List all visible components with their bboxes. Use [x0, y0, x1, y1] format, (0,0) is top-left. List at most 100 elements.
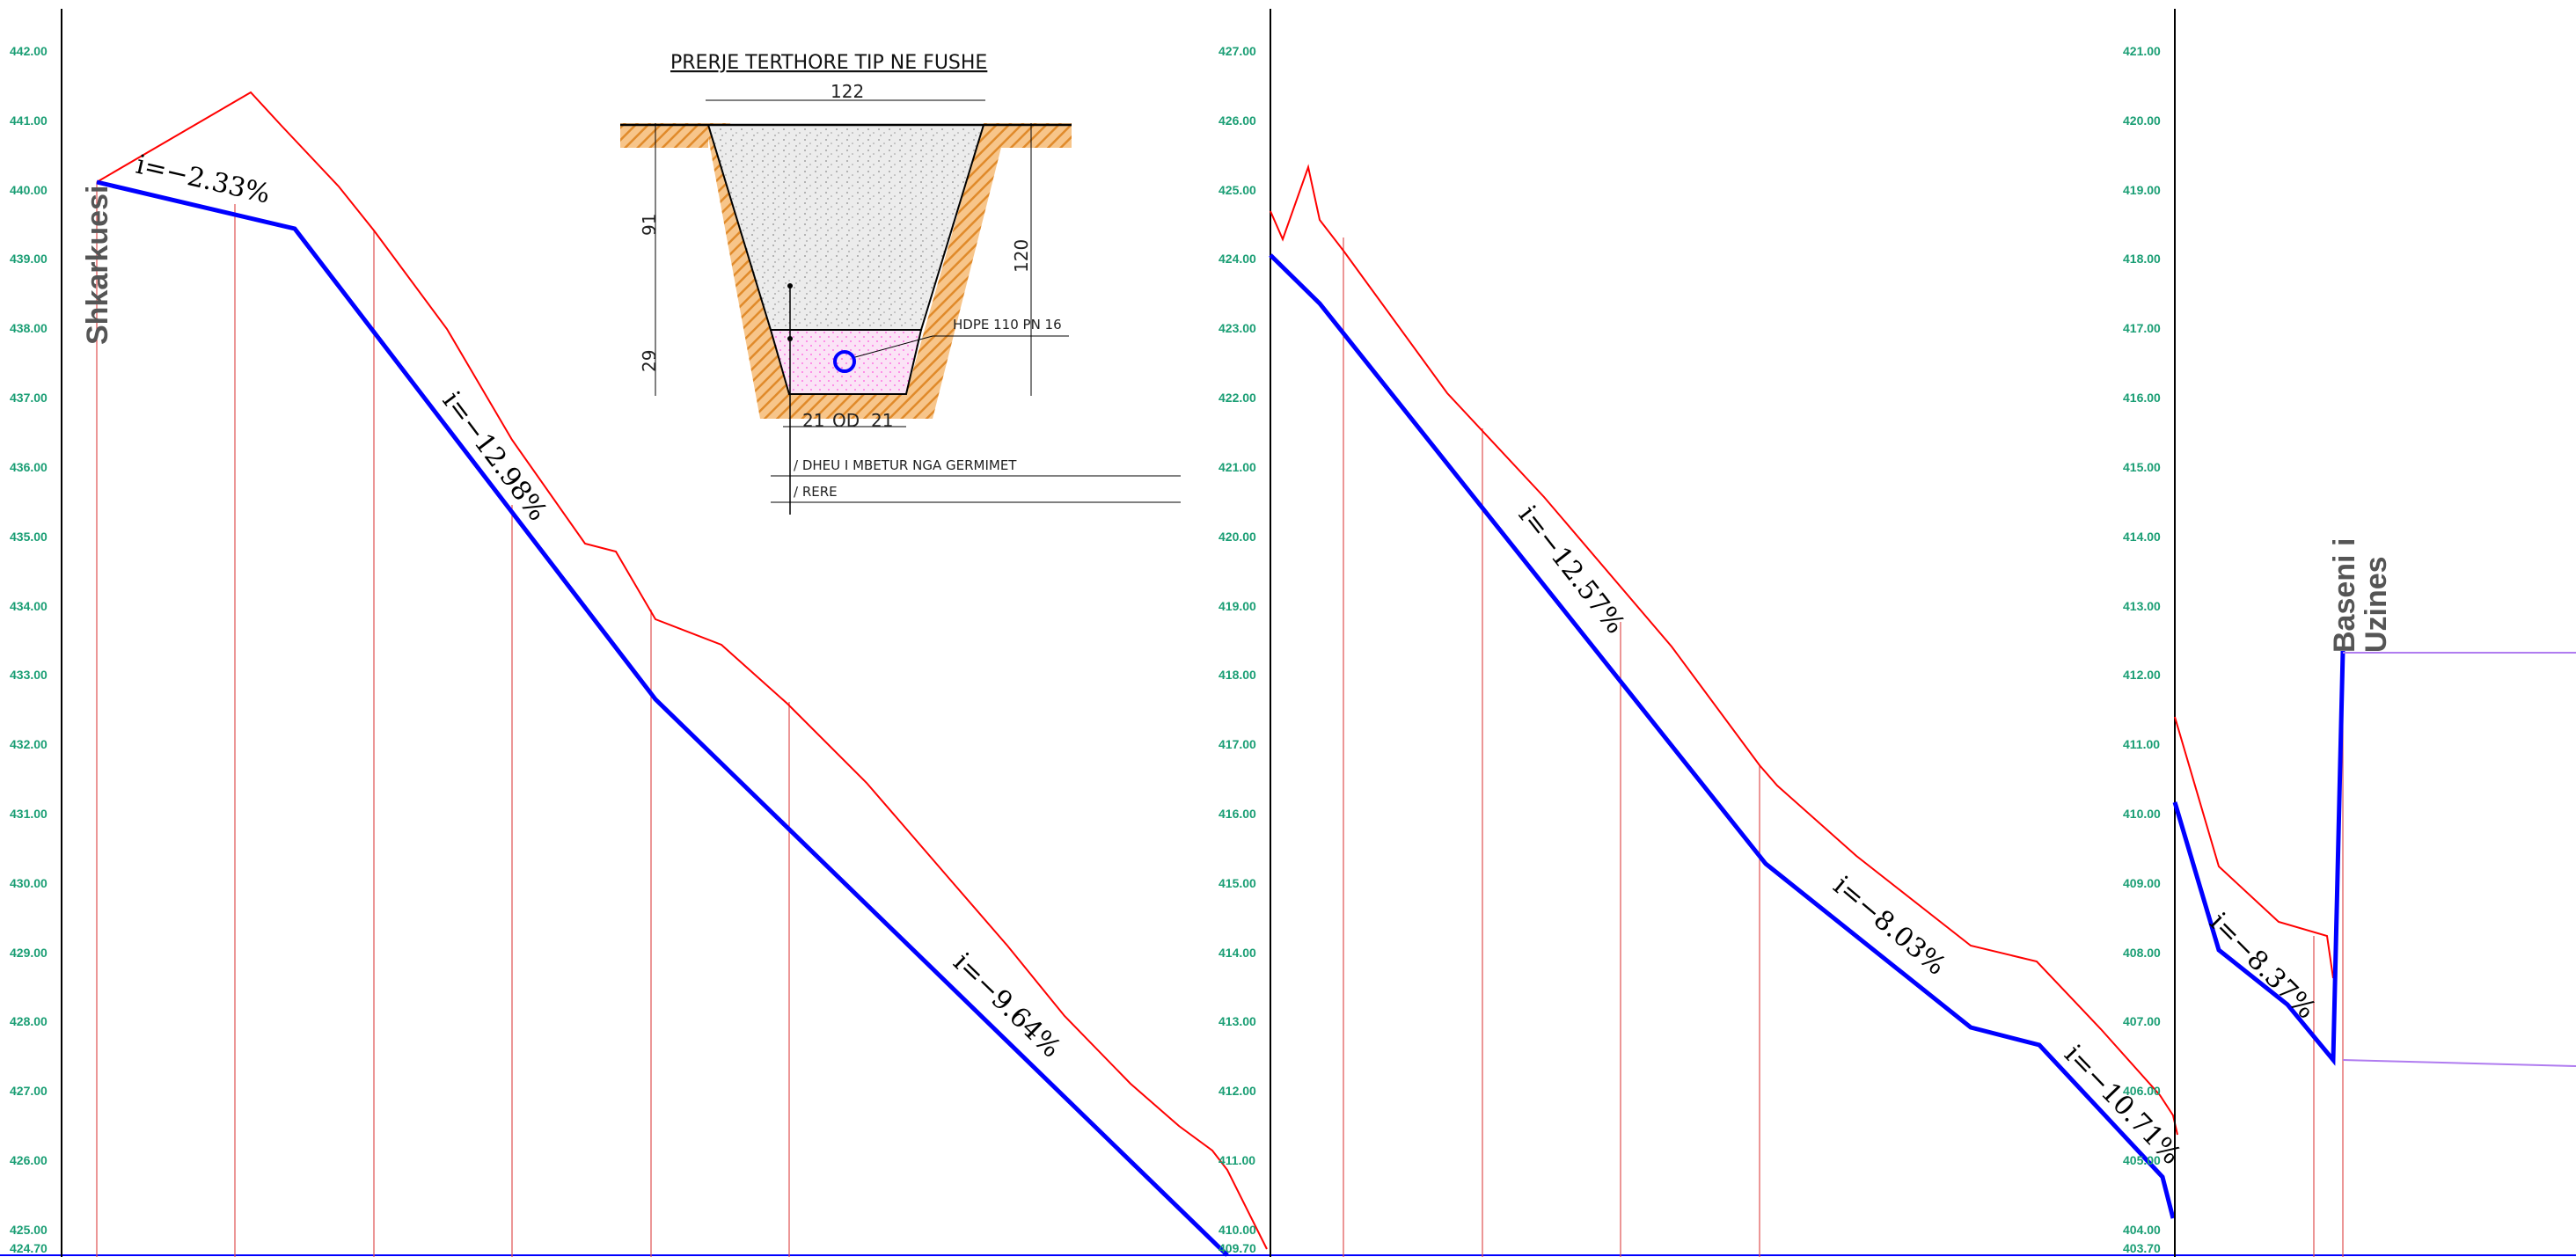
axis-tick: 425.00 [1218, 183, 1256, 197]
axis-tick: 435.00 [10, 530, 48, 544]
pipe-leader-line [854, 335, 1069, 358]
sand-bed-zone [769, 329, 923, 395]
pipe-profile [1269, 253, 2176, 1219]
axis-tick: 419.00 [1218, 599, 1256, 613]
axis-tick: 425.00 [10, 1223, 48, 1237]
slope-label: i=−2.33% [133, 150, 273, 210]
axis-tick: 440.00 [10, 183, 48, 197]
trench-bottom-hatch [760, 394, 933, 419]
dim-lower-depth: 29 [639, 350, 660, 372]
axis-tick: 411.00 [2123, 737, 2160, 751]
dim-bottom-right: 21 [871, 410, 893, 431]
axis-tick: 404.00 [2123, 1223, 2161, 1237]
axis-tick: 434.00 [10, 599, 48, 613]
axis-tick: 421.00 [2123, 44, 2161, 58]
legend-sand: / RERE [794, 484, 838, 500]
pipe-profile [96, 179, 1229, 1257]
datum-label: 403.70 [2123, 1241, 2161, 1255]
axis-tick: 409.00 [2123, 876, 2161, 890]
axis-tick: 427.00 [10, 1084, 48, 1098]
axis-tick: 436.00 [10, 460, 48, 474]
axis-tick: 414.00 [2123, 530, 2161, 544]
axis-tick: 419.00 [2123, 183, 2161, 197]
cross-section-title: PRERJE TERTHORE TIP NE FUSHE [670, 52, 987, 74]
axis-tick: 413.00 [2123, 599, 2161, 613]
axis-tick: 426.00 [1218, 113, 1256, 128]
axis-tick: 418.00 [1218, 668, 1256, 682]
slope-label: i=−9.64% [947, 947, 1066, 1064]
axis-tick: 408.00 [2123, 946, 2161, 960]
axis-tick: 422.00 [1218, 391, 1256, 405]
axis-tick: 421.00 [1218, 460, 1256, 474]
pipe-spec-label: HDPE 110 PN 16 [953, 317, 1062, 333]
station-label-baseni: Baseni i [2328, 538, 2361, 653]
dim-top-width: 122 [831, 81, 864, 102]
legend-excavated-soil: / DHEU I MBETUR NGA GERMIMET [794, 457, 1017, 473]
axis-tick: 417.00 [1218, 737, 1256, 751]
axis-tick: 412.00 [2123, 668, 2161, 682]
axis-tick: 431.00 [10, 807, 48, 821]
axis-tick: 410.00 [2123, 807, 2161, 821]
axis-tick: 414.00 [1218, 946, 1256, 960]
axis-tick: 413.00 [1218, 1014, 1256, 1028]
profile-panel-1: 442.00 441.00 440.00 439.00 438.00 437.0… [10, 9, 1268, 1257]
axis-tick: 405.00 [2123, 1153, 2161, 1167]
axis-tick: 429.00 [10, 946, 48, 960]
pipe-profile [2172, 650, 2345, 1066]
ground-profile [1270, 164, 2178, 1136]
axis-tick: 432.00 [10, 737, 48, 751]
axis-tick: 442.00 [10, 44, 48, 58]
axis-tick: 416.00 [1218, 807, 1256, 821]
axis-tick: 420.00 [2123, 113, 2161, 128]
trench-wall-hatch [906, 123, 1007, 419]
axis-tick: 418.00 [2123, 252, 2161, 266]
axis-tick: 407.00 [2123, 1014, 2161, 1028]
station-lines [2313, 651, 2344, 1257]
pipe-section-icon [833, 350, 856, 373]
axis-tick: 420.00 [1218, 530, 1256, 544]
reservoir-outline [2342, 1059, 2576, 1067]
axis-tick: 433.00 [10, 668, 48, 682]
axis-tick-labels: 421.00 420.00 419.00 418.00 417.00 416.0… [2123, 44, 2161, 1255]
axis-tick: 410.00 [1218, 1223, 1256, 1237]
station-label-uzines: Uzines [2360, 556, 2393, 653]
trench-cross-section: PRERJE TERTHORE TIP NE FUSHE 122 91 29 1… [620, 52, 1181, 515]
axis-tick: 424.00 [1218, 252, 1256, 266]
station-lines [96, 182, 790, 1257]
slope-label: i=−8.37% [2203, 907, 2321, 1025]
axis-tick: 416.00 [2123, 391, 2161, 405]
slope-label: i=−12.98% [436, 386, 553, 527]
station-lines [1343, 238, 1760, 1257]
axis-tick: 438.00 [10, 321, 48, 335]
datum-label: 424.70 [10, 1241, 48, 1255]
profile-panel-3: 421.00 420.00 419.00 418.00 417.00 416.0… [2123, 9, 2576, 1257]
axis-tick: 423.00 [1218, 321, 1256, 335]
dim-total-depth: 120 [1011, 239, 1032, 273]
slope-label: i=−10.71% [2058, 1039, 2186, 1171]
profile-panel-2: 427.00 426.00 425.00 424.00 423.00 422.0… [1218, 9, 2186, 1257]
axis-tick-labels: 427.00 426.00 425.00 424.00 423.00 422.0… [1218, 44, 1256, 1255]
axis-tick: 415.00 [2123, 460, 2161, 474]
axis-tick: 439.00 [10, 252, 48, 266]
axis-tick: 406.00 [2123, 1084, 2161, 1098]
axis-tick: 426.00 [10, 1153, 48, 1167]
axis-tick: 430.00 [10, 876, 48, 890]
ground-profile [96, 91, 1268, 1250]
dim-bottom-left: 21 [802, 410, 824, 431]
axis-tick: 411.00 [1218, 1153, 1255, 1167]
dim-pipe-od: OD [832, 410, 860, 431]
trench-wall-hatch [706, 123, 790, 419]
ground-hatch-left [620, 123, 708, 148]
axis-tick: 417.00 [2123, 321, 2161, 335]
axis-tick: 441.00 [10, 113, 48, 128]
axis-tick: 415.00 [1218, 876, 1256, 890]
axis-tick: 412.00 [1218, 1084, 1256, 1098]
axis-tick-labels: 442.00 441.00 440.00 439.00 438.00 437.0… [10, 44, 48, 1255]
ground-profile [2174, 716, 2334, 979]
dim-upper-depth: 91 [639, 214, 660, 236]
axis-tick: 427.00 [1218, 44, 1256, 58]
datum-label: 409.70 [1218, 1241, 1256, 1255]
station-label-shkarkuesi: Shkarkuesi [81, 186, 114, 345]
axis-tick: 428.00 [10, 1014, 48, 1028]
